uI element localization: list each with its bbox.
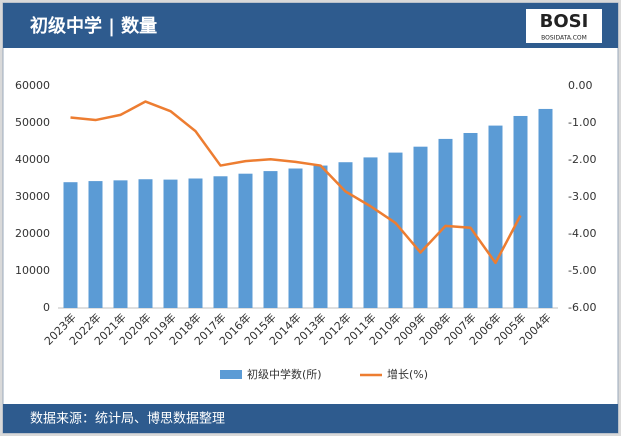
line — [70, 100, 522, 265]
legend-swatch — [220, 370, 242, 379]
legend-label: 初级中学数(所) — [247, 367, 322, 381]
y2-tick-label: -3.00 — [568, 190, 596, 203]
bar — [388, 152, 403, 308]
footer-band — [3, 404, 618, 433]
y-tick-label: 50000 — [15, 116, 50, 129]
logo: BOSI — [540, 11, 589, 32]
bar — [413, 146, 428, 308]
y2-tick-label: -5.00 — [568, 264, 596, 277]
y-tick-label: 10000 — [15, 264, 50, 277]
bar — [538, 108, 553, 308]
bar — [213, 176, 228, 308]
bar — [288, 168, 303, 308]
y-tick-label: 20000 — [15, 227, 50, 240]
bar — [88, 181, 103, 308]
y-tick-label: 60000 — [15, 79, 50, 92]
y-tick-label: 0 — [43, 301, 50, 314]
chart-title: 初级中学 | 数量 — [30, 15, 157, 37]
bar — [513, 115, 528, 308]
bar — [163, 179, 178, 308]
source-note: 数据来源：统计局、博思数据整理 — [30, 412, 225, 427]
bar — [338, 162, 353, 308]
y-tick-label: 40000 — [15, 153, 50, 166]
bar — [263, 171, 278, 308]
y2-tick-label: -4.00 — [568, 227, 596, 240]
logo-box — [526, 9, 602, 43]
bar — [438, 138, 453, 308]
y2-tick-label: 0.00 — [568, 79, 593, 92]
bar — [113, 180, 128, 308]
legend-label: 增长(%) — [387, 367, 428, 381]
logo-site: BOSIDATA.COM — [541, 35, 587, 42]
header-band — [3, 3, 618, 48]
bar — [488, 125, 503, 308]
bar — [363, 157, 378, 308]
bar — [313, 165, 328, 308]
y-tick-label: 30000 — [15, 190, 50, 203]
bar — [188, 178, 203, 308]
bar — [63, 182, 78, 308]
y2-tick-label: -1.00 — [568, 116, 596, 129]
y2-tick-label: -2.00 — [568, 153, 596, 166]
y2-tick-label: -6.00 — [568, 301, 596, 314]
bar — [463, 132, 478, 308]
bar — [238, 173, 253, 308]
bar — [138, 179, 153, 308]
